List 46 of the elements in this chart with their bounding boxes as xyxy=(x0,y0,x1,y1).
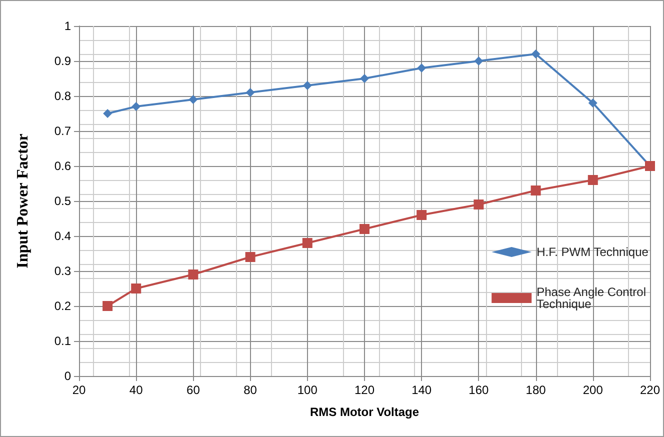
y-tick-label: 0.5 xyxy=(54,194,72,208)
point xyxy=(417,64,426,72)
point xyxy=(302,81,312,90)
point xyxy=(588,175,598,185)
legend-label: Phase Angle Control Technique xyxy=(536,285,650,311)
y-axis-title: Input Power Factor xyxy=(14,134,32,268)
point xyxy=(188,95,198,104)
y-tick-label: 0.2 xyxy=(54,299,72,313)
point xyxy=(302,238,312,248)
y-tick-label: 0.4 xyxy=(54,229,72,243)
point xyxy=(246,88,255,97)
y-tick-label: 0.6 xyxy=(54,159,72,173)
point xyxy=(530,186,541,196)
y-tick-label: 1 xyxy=(64,19,72,33)
point xyxy=(131,284,142,294)
legend-label: H.F. PWM Technique xyxy=(536,245,649,259)
x-tick-label: 80 xyxy=(244,383,258,397)
point xyxy=(588,98,598,108)
point xyxy=(188,270,198,280)
y-tick-label: 0.1 xyxy=(54,334,72,348)
point xyxy=(103,109,112,118)
y-tick-label: 0.8 xyxy=(54,89,72,103)
x-tick-label: 120 xyxy=(354,383,375,397)
x-tick-label: 20 xyxy=(72,383,86,397)
y-tick-label: 0.9 xyxy=(54,54,72,68)
point xyxy=(360,74,369,83)
y-tick-label: 0.7 xyxy=(54,124,72,138)
point xyxy=(102,301,113,311)
x-tick-label: 60 xyxy=(186,383,200,397)
x-tick-label: 100 xyxy=(297,383,318,397)
x-tick-label: 180 xyxy=(526,383,546,397)
y-tick-label: 0 xyxy=(64,369,72,383)
x-tick-label: 200 xyxy=(582,383,604,397)
point xyxy=(245,252,256,262)
point xyxy=(416,210,427,220)
y-tick-label: 0.3 xyxy=(54,264,72,278)
x-axis-title: RMS Motor Voltage xyxy=(310,405,420,419)
point xyxy=(531,50,540,58)
x-tick-label: 220 xyxy=(640,383,660,397)
x-tick-label: 140 xyxy=(412,383,432,397)
point xyxy=(474,56,484,66)
point xyxy=(359,224,370,234)
point xyxy=(474,200,484,210)
point xyxy=(132,102,141,111)
x-tick-label: 160 xyxy=(468,383,490,397)
x-tick-label: 40 xyxy=(129,383,144,397)
